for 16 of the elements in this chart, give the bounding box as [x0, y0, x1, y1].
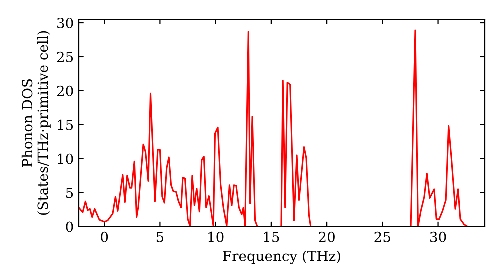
y-tick-label: 25	[57, 52, 74, 62]
x-tick-label: 5	[156, 232, 164, 242]
x-tick-label: 10	[208, 232, 224, 242]
y-axis-title: Phonon DOS (States/THz·primitive cell)	[22, 31, 51, 216]
x-tick-label: 25	[374, 232, 390, 242]
y-tick-label: 5	[66, 188, 74, 198]
y-tick-label: 0	[66, 222, 74, 232]
x-tick-label: 15	[264, 232, 280, 242]
x-axis-title: Frequency (THz)	[223, 250, 340, 264]
x-tick-label: 20	[319, 232, 335, 242]
y-tick-label: 10	[58, 154, 74, 164]
y-tick-label: 30	[58, 18, 74, 28]
y-tick-label: 20	[57, 86, 74, 96]
x-tick-label: 0	[101, 232, 108, 242]
x-tick-label: 30	[430, 232, 446, 242]
y-tick-label: 15	[58, 120, 74, 130]
